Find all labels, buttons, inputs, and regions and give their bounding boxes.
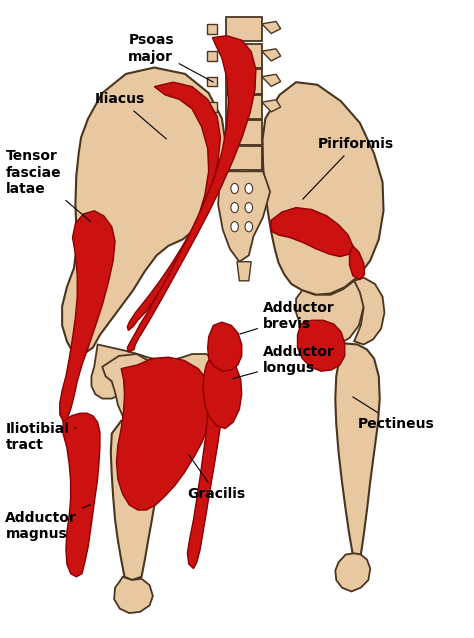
Polygon shape: [111, 420, 160, 580]
Polygon shape: [335, 343, 380, 554]
Polygon shape: [271, 207, 353, 256]
Polygon shape: [63, 413, 100, 577]
Text: Gracilis: Gracilis: [187, 455, 246, 501]
Circle shape: [245, 183, 253, 193]
Polygon shape: [335, 553, 370, 591]
Polygon shape: [238, 119, 250, 127]
Polygon shape: [187, 362, 224, 568]
Text: Psoas
major: Psoas major: [128, 33, 213, 82]
Polygon shape: [238, 94, 250, 101]
Polygon shape: [208, 77, 217, 86]
Polygon shape: [62, 68, 225, 354]
Polygon shape: [203, 356, 242, 429]
Circle shape: [231, 183, 238, 193]
Polygon shape: [349, 246, 365, 279]
Text: Iliacus: Iliacus: [95, 93, 166, 139]
Polygon shape: [238, 145, 250, 152]
Circle shape: [245, 202, 253, 212]
Polygon shape: [208, 24, 217, 34]
Circle shape: [245, 221, 253, 232]
Text: Iliotibial
tract: Iliotibial tract: [5, 422, 76, 452]
Polygon shape: [227, 95, 262, 119]
Text: Adductor
magnus: Adductor magnus: [5, 505, 91, 541]
Polygon shape: [60, 211, 115, 421]
Polygon shape: [102, 354, 162, 424]
Polygon shape: [354, 278, 384, 345]
Polygon shape: [262, 22, 281, 34]
Polygon shape: [117, 357, 211, 510]
Text: Piriformis: Piriformis: [303, 137, 393, 199]
Polygon shape: [128, 82, 220, 330]
Circle shape: [231, 221, 238, 232]
Text: Adductor
longus: Adductor longus: [233, 345, 335, 379]
Text: Tensor
fasciae
latae: Tensor fasciae latae: [5, 149, 91, 221]
Polygon shape: [227, 121, 262, 145]
Polygon shape: [227, 70, 262, 94]
Polygon shape: [208, 102, 217, 112]
Polygon shape: [208, 322, 242, 371]
Text: Adductor
brevis: Adductor brevis: [240, 300, 335, 334]
Polygon shape: [128, 36, 256, 352]
Polygon shape: [296, 281, 364, 345]
Polygon shape: [114, 577, 153, 613]
Circle shape: [231, 202, 238, 212]
Polygon shape: [208, 354, 233, 389]
Polygon shape: [237, 262, 251, 281]
Polygon shape: [91, 345, 212, 399]
Text: Pectineus: Pectineus: [353, 397, 434, 431]
Polygon shape: [218, 172, 270, 262]
Polygon shape: [227, 17, 262, 41]
Polygon shape: [227, 44, 262, 68]
Polygon shape: [298, 320, 345, 371]
Polygon shape: [263, 82, 383, 295]
Polygon shape: [262, 100, 281, 112]
Polygon shape: [227, 146, 262, 170]
Polygon shape: [262, 49, 281, 61]
Polygon shape: [208, 51, 217, 61]
Polygon shape: [238, 170, 250, 177]
Polygon shape: [262, 74, 281, 86]
